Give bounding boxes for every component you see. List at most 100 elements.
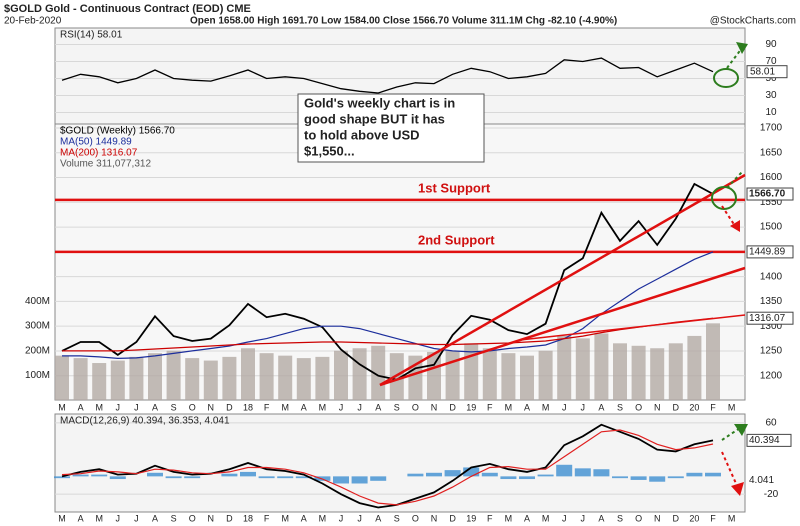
x-tick-label: F <box>710 402 716 412</box>
end-label-box <box>746 65 788 79</box>
volume-bar <box>241 348 255 400</box>
volume-tick-label: 100M <box>25 370 50 381</box>
x-tick-label: N <box>431 513 438 523</box>
x-tick-label: M <box>505 513 513 523</box>
x-tick-label: D <box>673 402 680 412</box>
volume-bar <box>668 343 683 400</box>
legend-entry: MA(50) 1449.89 <box>60 137 132 148</box>
x-tick-label: M <box>319 513 327 523</box>
series-line <box>61 182 714 381</box>
x-tick-label: J <box>581 402 586 412</box>
y-tick-label: 50 <box>765 73 777 84</box>
volume-bar <box>501 353 516 400</box>
histogram-bar <box>667 476 684 479</box>
histogram-bar <box>593 469 610 477</box>
y-tick-label: 1400 <box>760 271 783 282</box>
y-tick-label: 1650 <box>760 147 783 158</box>
histogram-bar <box>426 472 442 477</box>
header-title: $GOLD Gold - Continuous Contract (EOD) C… <box>4 3 251 15</box>
x-tick-label: O <box>189 513 196 523</box>
x-tick-label: 20 <box>689 402 699 412</box>
end-label: 1449.89 <box>749 247 786 258</box>
x-tick-label: M <box>542 513 550 523</box>
x-tick-label: 18 <box>243 402 253 412</box>
volume-bar <box>73 358 88 400</box>
x-tick-label: J <box>339 513 344 523</box>
credit: @StockCharts.com <box>710 16 796 27</box>
y-tick-label: 90 <box>765 39 777 50</box>
x-tick-label: S <box>394 402 400 412</box>
x-tick-label: A <box>524 513 530 523</box>
x-tick-label: F <box>264 402 270 412</box>
x-tick-label: A <box>152 513 158 523</box>
x-tick-label: O <box>635 402 642 412</box>
x-tick-label: A <box>524 402 530 412</box>
x-tick-label: J <box>357 402 362 412</box>
histogram-bar <box>444 470 461 477</box>
volume-bar <box>594 333 609 400</box>
x-tick-label: D <box>449 513 456 523</box>
volume-tick-label: 200M <box>25 345 50 356</box>
y-tick-label: 60 <box>765 418 777 429</box>
histogram-bar <box>556 464 573 477</box>
x-tick-label: M <box>95 402 103 412</box>
histogram-bar <box>165 476 182 479</box>
x-tick-label: A <box>375 402 381 412</box>
x-tick-label: 20 <box>689 513 699 523</box>
x-tick-label: O <box>412 402 419 412</box>
x-tick-label: J <box>339 402 344 412</box>
y-tick-label: 1350 <box>760 296 783 307</box>
volume-bar <box>538 350 553 400</box>
volume-bar <box>575 338 590 400</box>
annotation-text: $1,550... <box>304 143 355 158</box>
highlight-circle <box>711 186 737 210</box>
panel-label: RSI(14) 58.01 <box>60 30 123 41</box>
volume-bar <box>427 351 441 400</box>
x-tick-label: A <box>301 513 307 523</box>
volume-bar <box>371 345 386 400</box>
x-tick-label: N <box>654 402 661 412</box>
series-line <box>61 423 714 509</box>
arrow <box>726 47 743 69</box>
x-tick-label: 18 <box>243 513 253 523</box>
x-tick-label: J <box>581 513 586 523</box>
x-tick-label: O <box>189 402 196 412</box>
header-quote: Open 1658.00 High 1691.70 Low 1584.00 Cl… <box>190 16 617 27</box>
histogram-bar <box>500 476 517 480</box>
x-tick-label: J <box>134 513 139 523</box>
x-tick-label: N <box>208 402 215 412</box>
x-tick-label: M <box>58 513 66 523</box>
series-line <box>62 317 714 352</box>
x-tick-label: S <box>171 513 177 523</box>
x-tick-label: M <box>505 402 513 412</box>
x-tick-label: D <box>226 513 233 523</box>
volume-bar <box>259 353 274 400</box>
arrow <box>721 451 739 489</box>
support-label: 1st Support <box>418 180 491 195</box>
legend-entry: MA(200) 1316.07 <box>60 148 138 159</box>
histogram-bar <box>72 474 89 477</box>
y-tick-label: 1600 <box>760 172 783 183</box>
highlight-circle <box>713 68 739 88</box>
macd-panel <box>54 413 746 513</box>
y-tick-label: 1250 <box>760 346 783 357</box>
x-tick-label: A <box>598 513 604 523</box>
volume-bar <box>706 323 720 400</box>
histogram-bar <box>351 476 368 484</box>
x-tick-label: J <box>562 402 567 412</box>
x-tick-label: M <box>728 513 736 523</box>
arrow-head <box>731 482 744 496</box>
x-tick-label: D <box>673 513 680 523</box>
volume-bar <box>55 355 69 400</box>
histogram-bar <box>630 476 647 480</box>
x-tick-label: A <box>152 402 158 412</box>
x-tick-label: 19 <box>466 513 476 523</box>
arrow-head <box>736 42 748 54</box>
annotation-text: to hold above USD <box>304 127 420 142</box>
x-tick-label: A <box>598 402 604 412</box>
volume-bar <box>129 356 144 400</box>
x-tick-label: S <box>617 402 623 412</box>
volume-bar <box>631 345 646 400</box>
histogram-bar <box>221 473 238 477</box>
volume-bar <box>482 348 497 400</box>
